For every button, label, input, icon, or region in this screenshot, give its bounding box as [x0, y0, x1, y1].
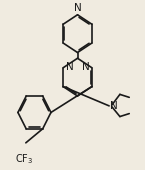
Text: N: N — [66, 62, 73, 72]
Text: N: N — [74, 3, 81, 13]
Text: N: N — [110, 101, 118, 111]
Text: CF$_3$: CF$_3$ — [15, 153, 33, 166]
Text: N: N — [82, 62, 89, 72]
